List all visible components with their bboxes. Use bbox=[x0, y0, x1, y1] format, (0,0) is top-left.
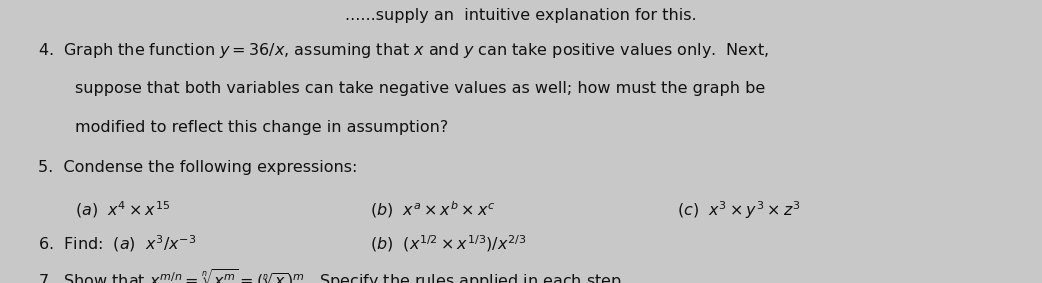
Text: ......supply an  intuitive explanation for this.: ......supply an intuitive explanation fo… bbox=[345, 8, 697, 23]
Text: 4.  Graph the function $y = 36/x$, assuming that $x$ and $y$ can take positive v: 4. Graph the function $y = 36/x$, assumi… bbox=[38, 41, 769, 60]
Text: 7.  Show that $x^{m/n} = \sqrt[n]{x^{m}} = (\sqrt[n]{x})^{m}$.  Specify the rule: 7. Show that $x^{m/n} = \sqrt[n]{x^{m}} … bbox=[38, 267, 625, 283]
Text: 5.  Condense the following expressions:: 5. Condense the following expressions: bbox=[38, 160, 357, 175]
Text: $(c)$  $x^{3} \times y^{3} \times z^{3}$: $(c)$ $x^{3} \times y^{3} \times z^{3}$ bbox=[677, 200, 801, 221]
Text: 6.  Find:  $(a)$  $x^{3}/x^{-3}$: 6. Find: $(a)$ $x^{3}/x^{-3}$ bbox=[38, 233, 196, 254]
Text: $(a)$  $x^{4} \times x^{15}$: $(a)$ $x^{4} \times x^{15}$ bbox=[75, 200, 170, 220]
Text: modified to reflect this change in assumption?: modified to reflect this change in assum… bbox=[75, 120, 448, 135]
Text: suppose that both variables can take negative values as well; how must the graph: suppose that both variables can take neg… bbox=[75, 81, 765, 96]
Text: $(b)$  $(x^{1/2} \times x^{1/3})/x^{2/3}$: $(b)$ $(x^{1/2} \times x^{1/3})/x^{2/3}$ bbox=[370, 233, 526, 254]
Text: $(b)$  $x^{a} \times x^{b} \times x^{c}$: $(b)$ $x^{a} \times x^{b} \times x^{c}$ bbox=[370, 200, 495, 220]
